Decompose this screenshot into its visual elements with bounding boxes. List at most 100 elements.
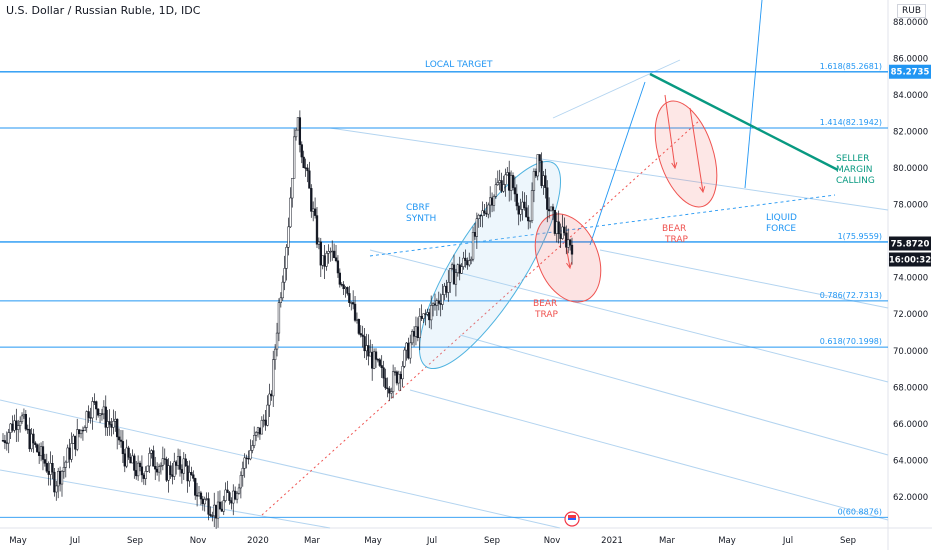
candle-body bbox=[393, 371, 397, 373]
candle-body bbox=[371, 351, 374, 369]
candle-body bbox=[420, 316, 423, 319]
x-tick-label: Mar bbox=[304, 536, 321, 546]
candle-body bbox=[251, 445, 254, 451]
projection-ray bbox=[744, 0, 763, 189]
candle-body bbox=[431, 303, 435, 306]
candle-body bbox=[435, 300, 439, 306]
candle-body bbox=[135, 470, 138, 477]
y-tick-label: 82.0000 bbox=[893, 128, 928, 138]
annotation-calling: CALLING bbox=[836, 176, 875, 186]
y-tick-label: 62.0000 bbox=[893, 493, 928, 503]
candle-body bbox=[473, 232, 477, 237]
bear-arrow-head bbox=[566, 262, 573, 270]
candle-body bbox=[528, 220, 532, 222]
candle-body bbox=[180, 469, 184, 474]
fibonacci-levels: 1.618(85.2681) 1.414(82.1942) 1(75.9559) 0.… bbox=[0, 62, 888, 518]
candle-body bbox=[138, 462, 142, 468]
candle-body bbox=[253, 435, 256, 446]
bear-arrow bbox=[664, 94, 676, 169]
candle-body bbox=[468, 260, 471, 266]
candle-body bbox=[123, 453, 126, 467]
candle-body bbox=[441, 294, 444, 305]
candle-body bbox=[20, 415, 24, 422]
candle-body bbox=[433, 303, 437, 306]
candle-body bbox=[283, 268, 286, 283]
candle-body bbox=[182, 458, 185, 474]
candle-body bbox=[72, 435, 75, 444]
candle-body bbox=[565, 232, 568, 248]
candle-body bbox=[293, 136, 296, 179]
candle-body bbox=[338, 272, 341, 285]
candle-body bbox=[11, 423, 14, 431]
candle-body bbox=[544, 175, 547, 188]
candle-body bbox=[471, 232, 475, 260]
candle-body bbox=[559, 233, 562, 239]
x-tick-label: 2021 bbox=[601, 536, 623, 546]
candle-body bbox=[563, 226, 566, 234]
price-tags: 85.2735 75.8720 16:00:32 bbox=[889, 64, 931, 267]
candle-body bbox=[346, 287, 349, 294]
candle-body bbox=[125, 447, 128, 467]
candle-body bbox=[211, 515, 214, 517]
support-trendline bbox=[261, 119, 701, 516]
candle-body bbox=[175, 461, 178, 466]
candle-body bbox=[213, 504, 216, 517]
x-tick-label: Sep bbox=[840, 536, 856, 546]
candle-body bbox=[136, 462, 140, 477]
x-tick-label: Nov bbox=[190, 536, 207, 546]
x-tick-label: Jul bbox=[426, 536, 437, 546]
candle-body bbox=[317, 241, 321, 245]
candle-body bbox=[540, 160, 543, 186]
candle-body bbox=[353, 303, 357, 321]
candle-body bbox=[361, 334, 364, 337]
fib-level-label: 1.414(82.1942) bbox=[820, 118, 882, 127]
candle-body bbox=[184, 458, 187, 467]
x-tick-label: 2020 bbox=[247, 536, 269, 546]
candle-body bbox=[428, 312, 431, 321]
candle-body bbox=[418, 316, 421, 338]
candle-body bbox=[1, 440, 5, 442]
candle-body bbox=[285, 246, 288, 269]
candle-body bbox=[336, 260, 340, 274]
pitchfork-line bbox=[329, 127, 889, 211]
candle-body bbox=[386, 387, 389, 389]
candle-body bbox=[494, 184, 498, 197]
candle-body bbox=[483, 210, 486, 214]
currency-badge[interactable]: RUB bbox=[896, 4, 926, 18]
candle-body bbox=[513, 187, 517, 195]
candle-body bbox=[551, 206, 555, 211]
candle-body bbox=[119, 439, 123, 442]
candle-body bbox=[102, 406, 106, 415]
candle-body bbox=[30, 433, 33, 450]
candle-body bbox=[481, 210, 484, 216]
candle-body bbox=[110, 424, 113, 428]
x-tick-label: May bbox=[364, 536, 382, 546]
candle-body bbox=[32, 433, 35, 444]
candle-body bbox=[51, 463, 54, 473]
earnings-flag-icon[interactable] bbox=[564, 511, 580, 527]
candle-body bbox=[232, 490, 235, 504]
candle-body bbox=[306, 167, 309, 172]
candle-body bbox=[7, 432, 10, 444]
candle-body bbox=[18, 421, 22, 426]
candle-body bbox=[117, 436, 121, 441]
candle-body bbox=[24, 413, 27, 430]
candle-body bbox=[169, 465, 172, 475]
candle-body bbox=[312, 208, 315, 212]
candle-body bbox=[517, 205, 520, 215]
x-tick-label: Nov bbox=[544, 536, 561, 546]
candle-body bbox=[447, 282, 450, 293]
candle-body bbox=[81, 429, 85, 432]
candle-body bbox=[235, 493, 239, 500]
candle-body bbox=[414, 326, 418, 337]
candle-body bbox=[490, 197, 494, 206]
candle-body bbox=[199, 492, 203, 500]
candle-body bbox=[304, 167, 307, 169]
candle-body bbox=[352, 302, 355, 305]
candle-body bbox=[95, 401, 98, 410]
annotation-bear-trap-right-2: TRAP bbox=[664, 235, 689, 245]
candle-body bbox=[131, 455, 134, 464]
candle-body bbox=[121, 441, 125, 455]
candle-body bbox=[401, 366, 404, 380]
